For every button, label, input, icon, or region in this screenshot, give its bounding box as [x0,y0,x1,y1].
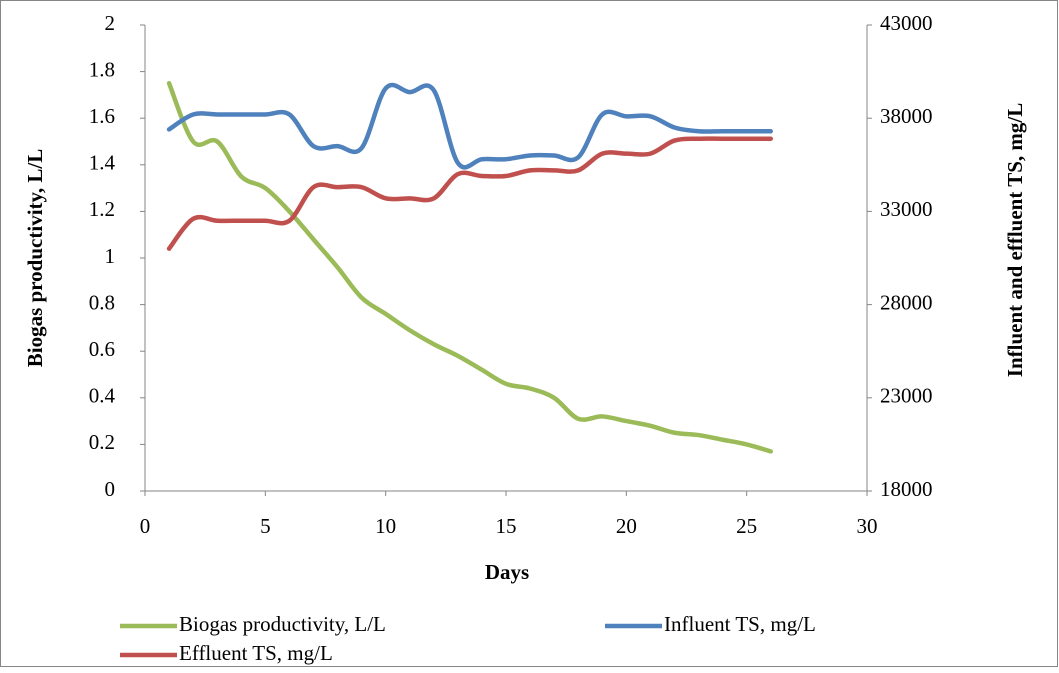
y-tick-label: 1.6 [89,104,115,128]
y-tick-label: 0 [105,477,116,501]
y-tick-label: 1 [105,244,116,268]
y-tick-label: 0.4 [89,384,116,408]
y2-tick-label: 28000 [880,290,933,314]
y2-tick-label: 23000 [880,384,933,408]
y-tick-label: 0.6 [89,337,115,361]
y-tick-label: 1.8 [89,57,115,81]
x-tick-label: 5 [260,514,271,538]
y2-tick-label: 33000 [880,197,933,221]
y2-tick-label: 38000 [880,104,933,128]
x-tick-label: 0 [140,514,151,538]
y2-tick-label: 43000 [880,11,933,35]
y-tick-label: 0.8 [89,290,115,314]
y2-tick-label: 18000 [880,477,933,501]
legend-label: Effluent TS, mg/L [179,641,333,665]
y-tick-label: 2 [105,11,116,35]
legend-label: Biogas productivity, L/L [179,612,386,636]
series-line [166,136,773,251]
x-tick-label: 20 [616,514,637,538]
x-tick-label: 25 [736,514,757,538]
legend-label: Influent TS, mg/L [664,612,816,636]
x-tick-label: 15 [496,514,517,538]
y-tick-label: 1.4 [89,151,116,175]
y2-axis-title: Influent and effluent TS, mg/L [1003,103,1027,377]
series-line [166,82,773,170]
x-axis-title: Days [485,560,529,584]
series-line [166,81,773,454]
x-tick-label: 10 [375,514,396,538]
y-tick-label: 0.2 [89,430,115,454]
x-tick-label: 30 [857,514,878,538]
y-axis-title: Biogas productivity, L/L [23,149,47,367]
y-tick-label: 1.2 [89,197,115,221]
